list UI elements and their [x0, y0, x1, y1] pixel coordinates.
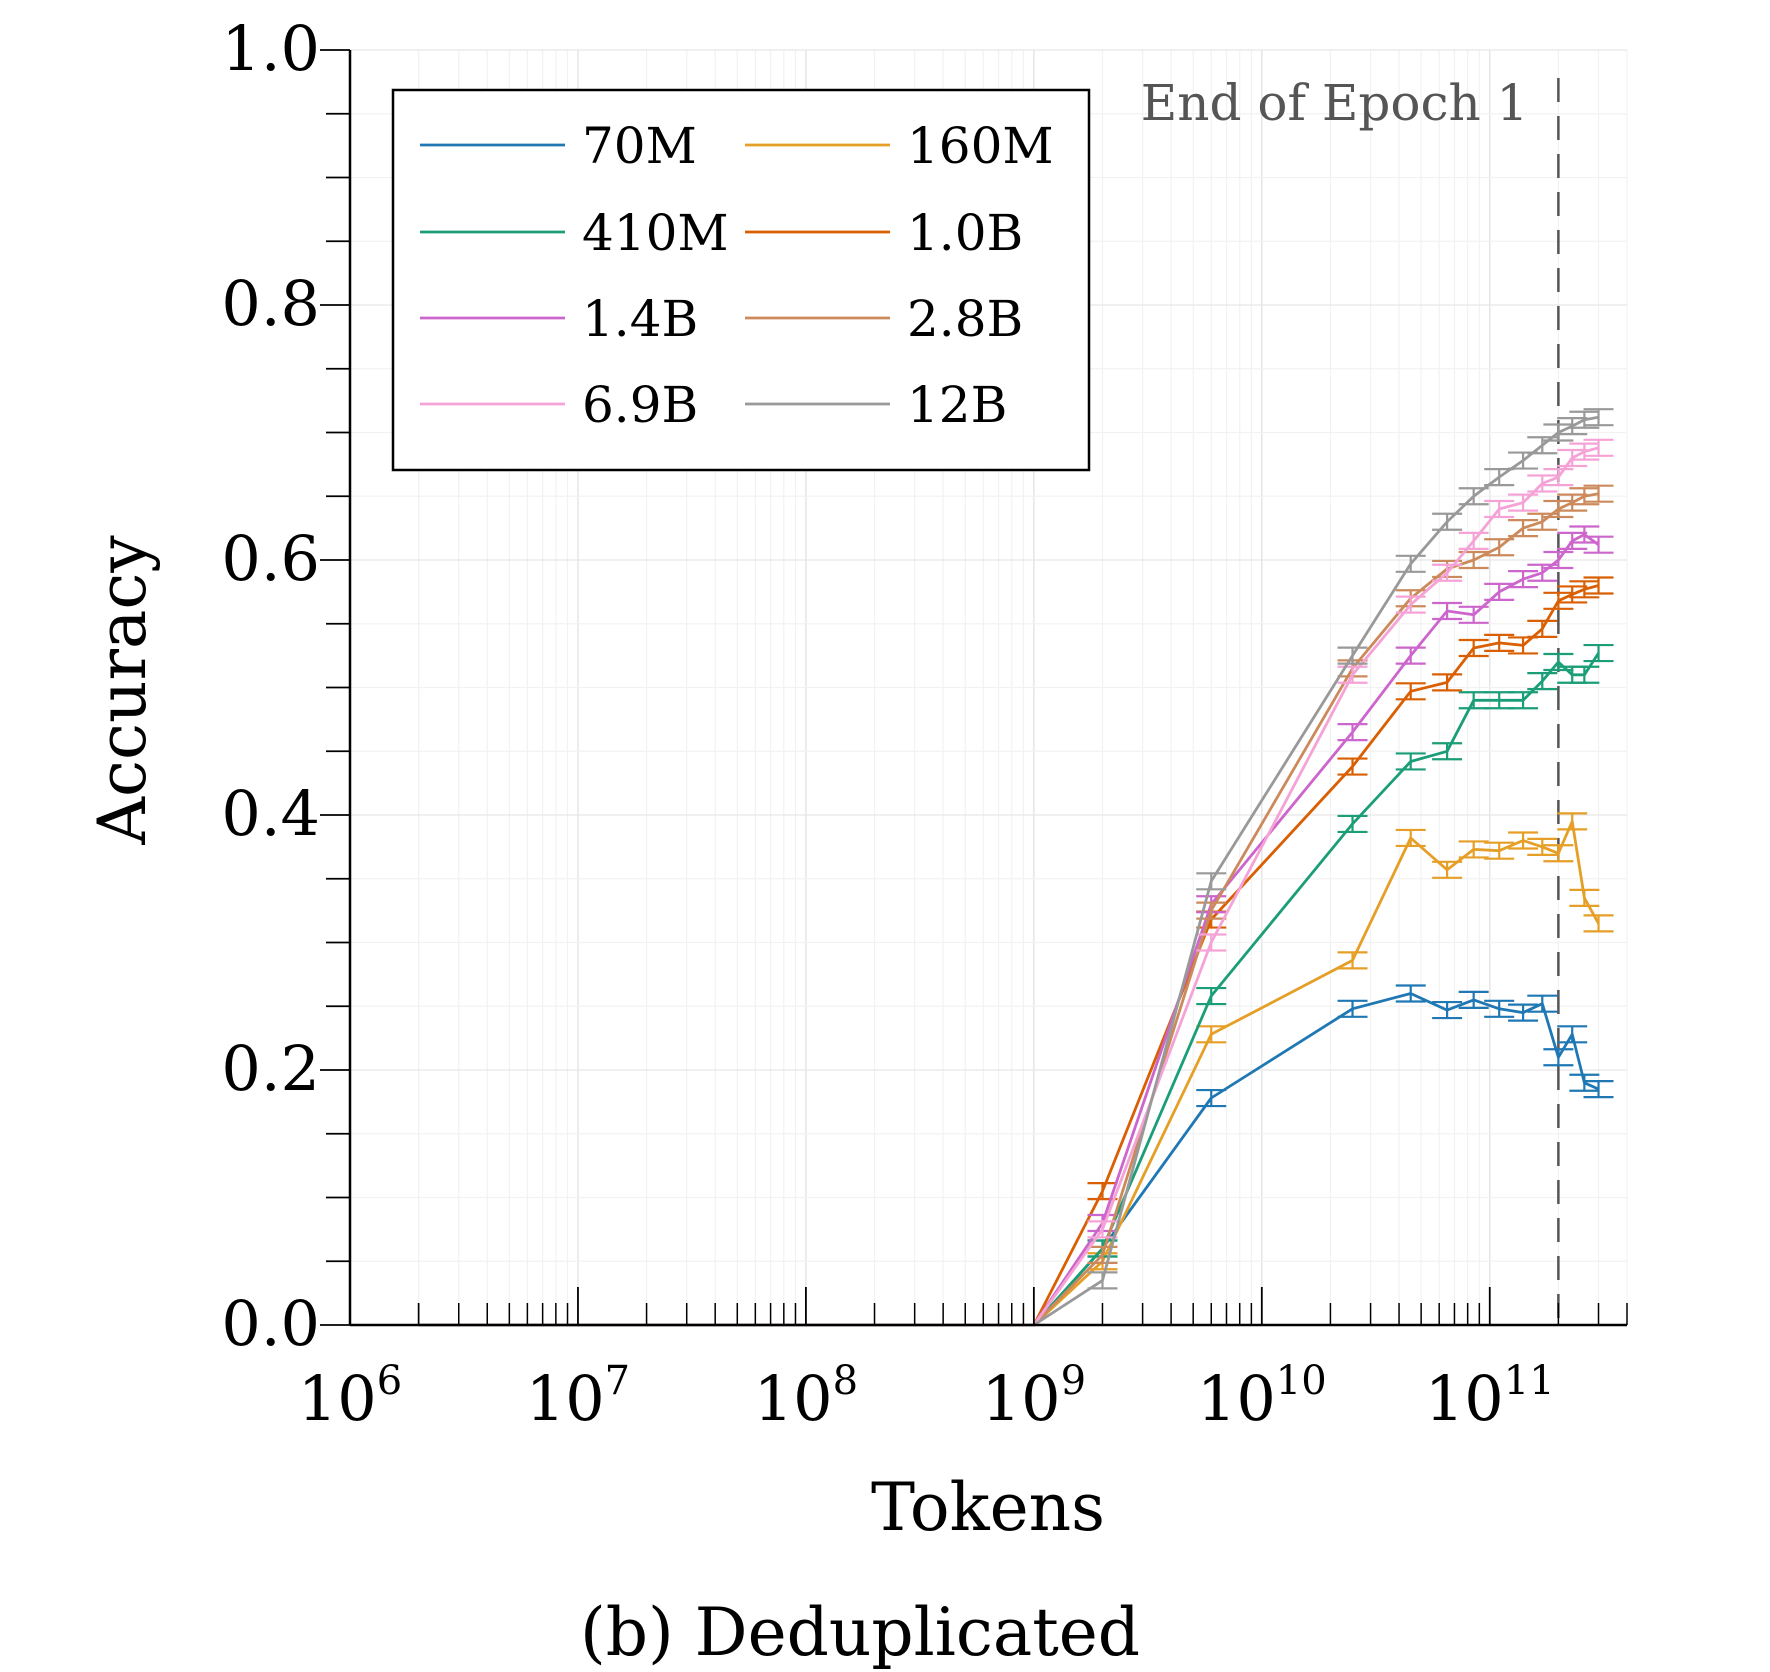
y-axis-label: Accuracy — [84, 535, 161, 846]
series-1.0B — [418, 576, 1614, 1327]
legend: 70M 160M 410M 1.0B 1.4B 2.8B 6.9B 12B — [391, 88, 1091, 472]
series-2.8B — [418, 484, 1614, 1327]
x-tick-label: 108 — [754, 1358, 858, 1435]
x-tick-label: 1010 — [1197, 1358, 1327, 1435]
series-12B — [418, 408, 1614, 1327]
series-6.9B — [418, 438, 1614, 1327]
y-tick-label: 0.2 — [221, 1032, 320, 1105]
epoch-annotation: End of Epoch 1 — [1141, 74, 1560, 1325]
x-axis-label: Tokens — [871, 1469, 1105, 1546]
legend-label-410M: 410M — [582, 204, 729, 262]
x-tick-label: 109 — [982, 1358, 1086, 1435]
y-tick-label: 0.4 — [221, 777, 320, 850]
series-lines — [418, 408, 1614, 1327]
legend-label-70M: 70M — [582, 117, 697, 175]
legend-box — [391, 88, 1091, 472]
figure-caption: (b) Deduplicated — [580, 1594, 1140, 1671]
legend-label-12B: 12B — [907, 376, 1007, 434]
x-tick-label: 106 — [298, 1358, 402, 1435]
epoch-label: End of Epoch 1 — [1141, 74, 1529, 132]
series-1.4B — [418, 525, 1614, 1327]
legend-label-1.4B: 1.4B — [582, 290, 698, 348]
y-tick-label: 0.0 — [221, 1287, 320, 1360]
series-410M — [418, 643, 1614, 1327]
axes: 0.0 0.2 0.4 0.6 0.8 1.0 106 107 108 109 1010 1011 — [221, 12, 1628, 1435]
y-tick-label: 0.6 — [221, 522, 320, 595]
legend-label-160M: 160M — [907, 117, 1054, 175]
x-tick-label: 107 — [526, 1358, 630, 1435]
series-70M — [418, 984, 1614, 1327]
legend-label-1.0B: 1.0B — [907, 204, 1023, 262]
x-tick-label: 1011 — [1425, 1358, 1555, 1435]
legend-label-2.8B: 2.8B — [907, 290, 1023, 348]
legend-label-6.9B: 6.9B — [582, 376, 698, 434]
y-tick-label: 1.0 — [221, 12, 320, 85]
y-tick-label: 0.8 — [221, 267, 320, 340]
series-160M — [418, 812, 1614, 1327]
